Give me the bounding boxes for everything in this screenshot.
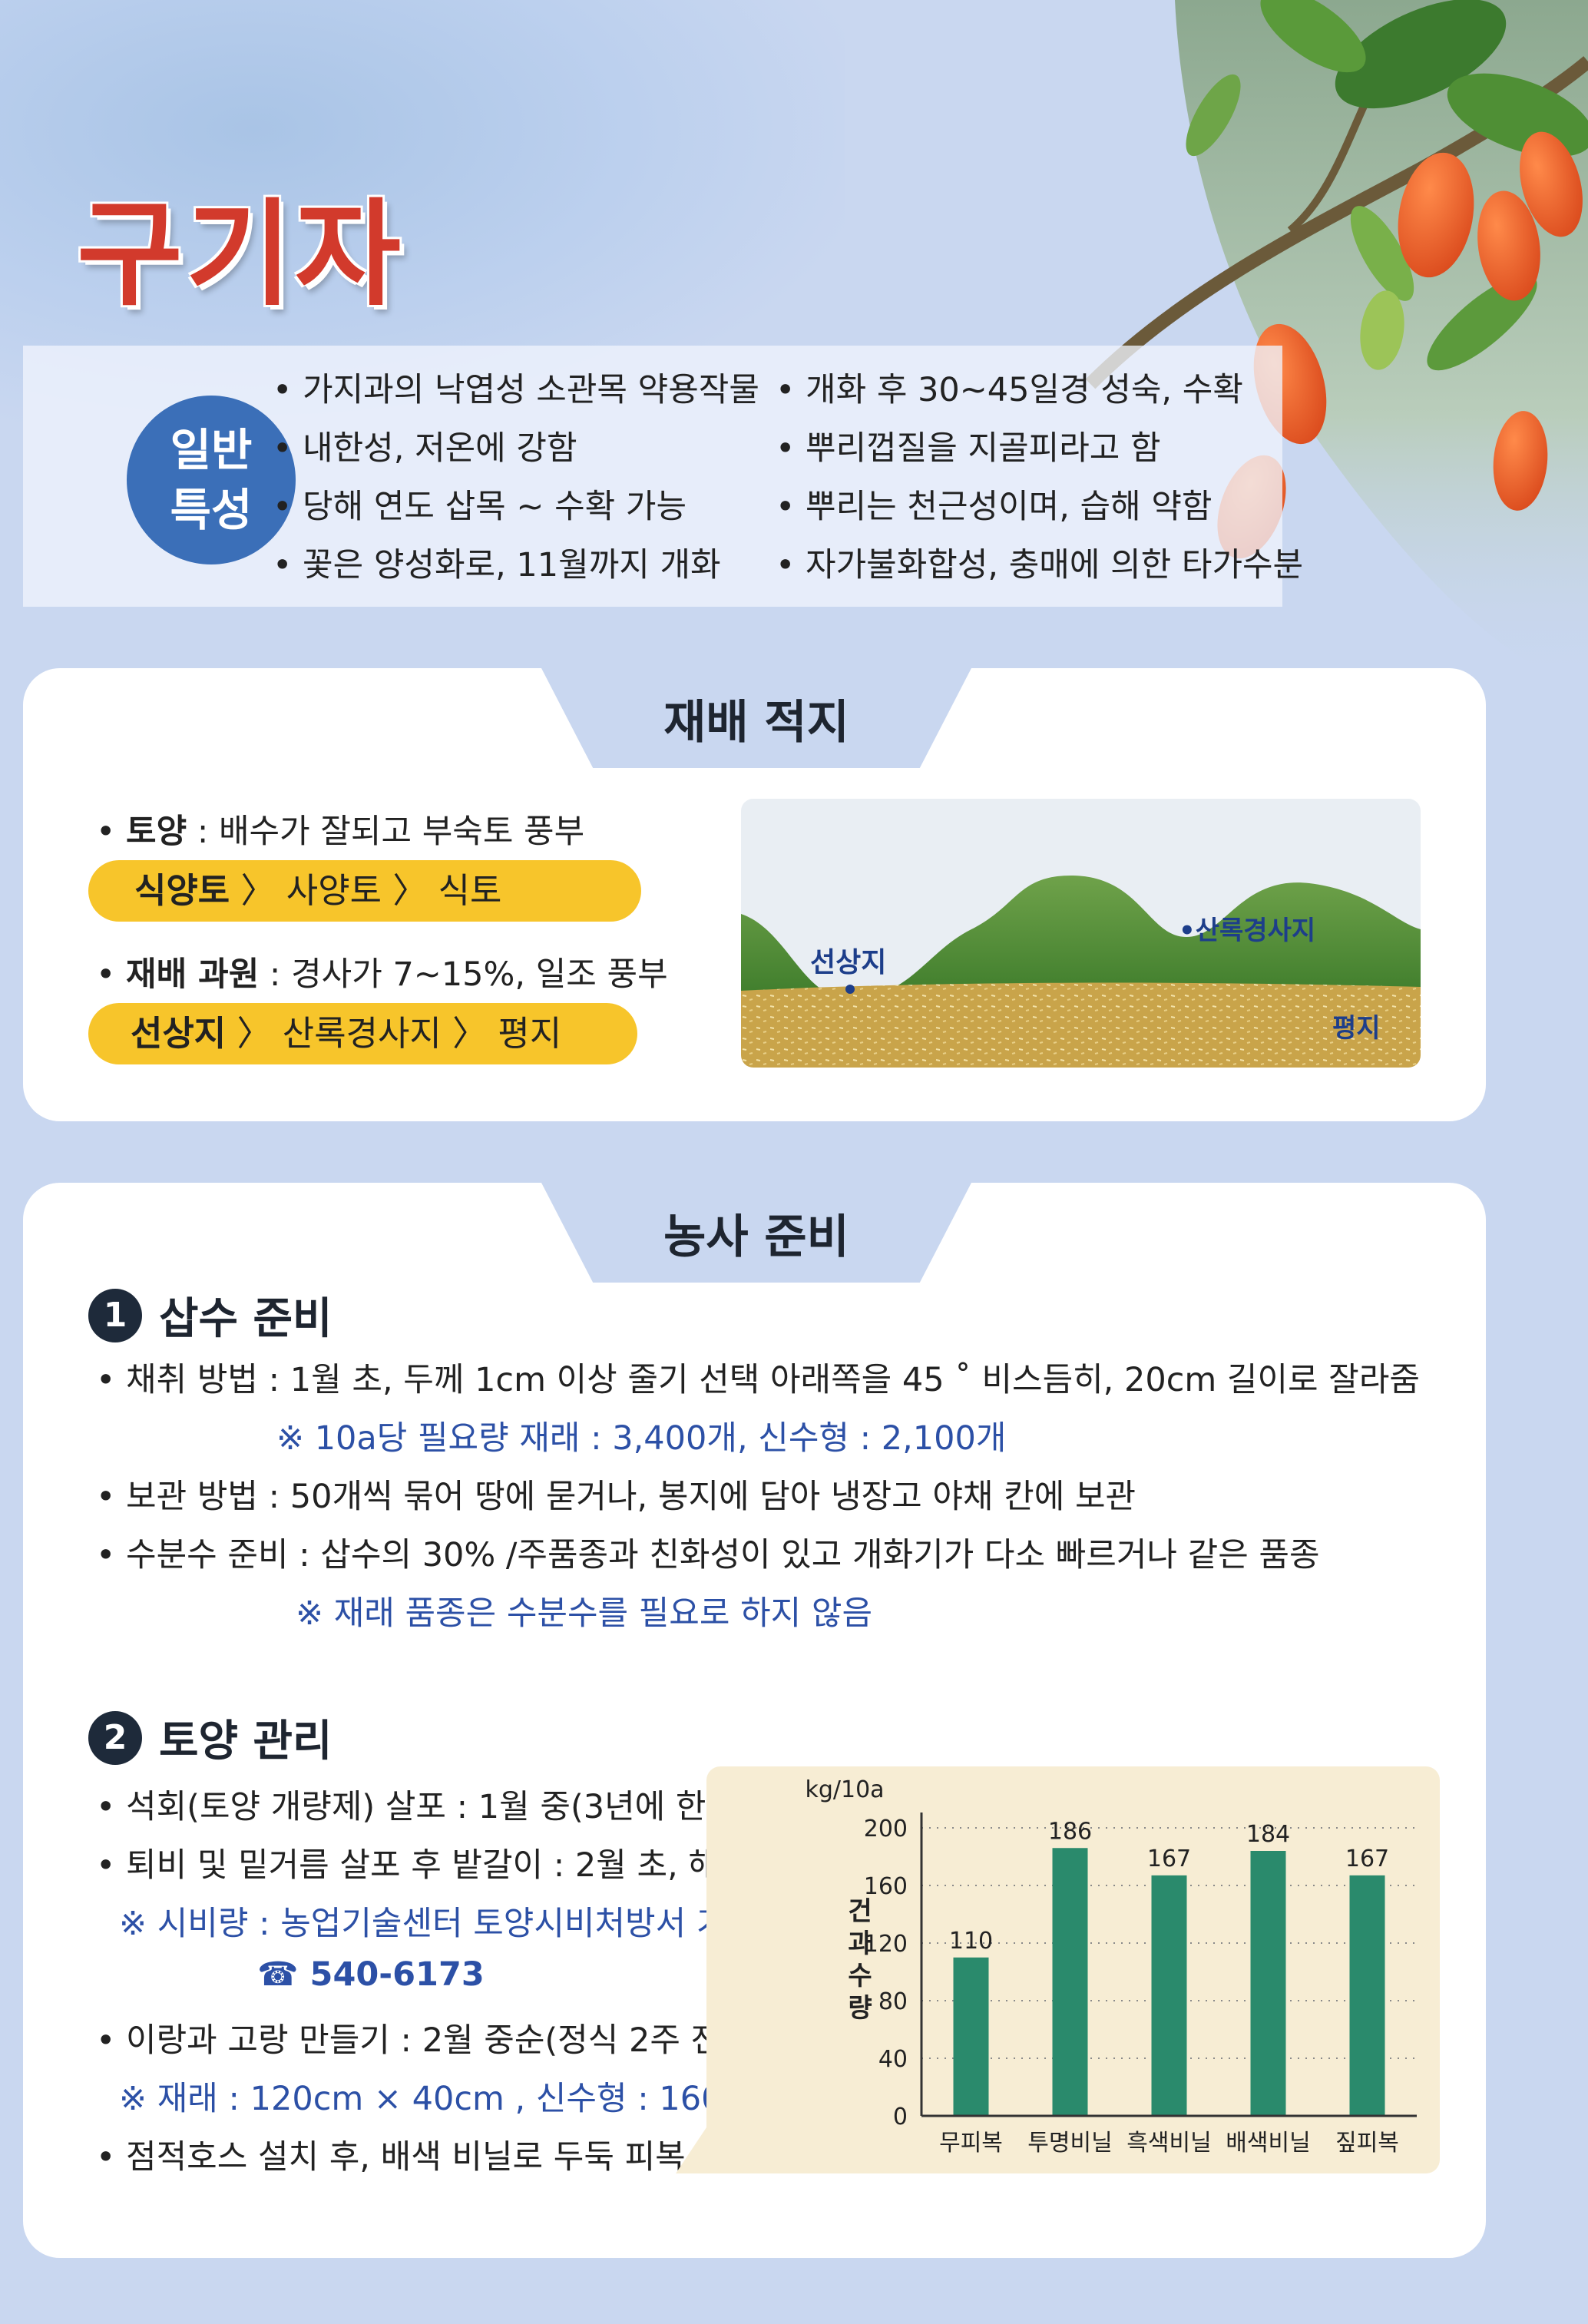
chart-bar xyxy=(953,1957,989,2116)
soil-line: • 토양 : 배수가 잘되고 부숙토 풍부 xyxy=(96,813,585,851)
lime-line: • 석회(토양 개량제) 살포 : 1월 중(3년에 한번) xyxy=(96,1788,749,1826)
orchard-line: • 재배 과원 : 경사가 7~15%, 일조 풍부 xyxy=(96,955,668,994)
general-characteristics-badge: 일반 특성 xyxy=(127,396,296,564)
cultivation-site-tab: 재배 적지 xyxy=(541,668,971,768)
collection-method-line: • 채취 방법 : 1월 초, 두께 1cm 이상 줄기 선택 아래쪽을 45 … xyxy=(96,1361,1420,1399)
y-tick-label: 200 xyxy=(864,1816,908,1842)
badge-line-2: 특성 xyxy=(170,484,253,536)
bar-value-label: 167 xyxy=(1345,1846,1389,1872)
x-category-label: 배색비닐 xyxy=(1226,2130,1310,2157)
general-item: 뿌리는 천근성이며, 습해 약함 xyxy=(776,478,1303,536)
soil-rank-rest: 〉 사양토 〉 식토 xyxy=(230,870,502,911)
general-item: 내한성, 저온에 강함 xyxy=(273,419,759,478)
y-tick-label: 160 xyxy=(864,1873,908,1900)
general-item: 뿌리껍질을 지골피라고 함 xyxy=(776,419,1303,478)
bar-value-label: 110 xyxy=(949,1928,993,1955)
pollinizer-prep-text: : 삽수의 30% /주품종과 친화성이 있고 개화기가 다소 빠르거나 같은 … xyxy=(288,1536,1320,1574)
storage-method-text: : 50개씩 묶어 땅에 묻거나, 봉지에 담아 냉장고 야채 칸에 보관 xyxy=(257,1478,1136,1516)
bar-value-label: 167 xyxy=(1147,1846,1191,1872)
general-item: 개화 후 30~45일경 성숙, 수확 xyxy=(776,361,1303,419)
bar-value-label: 184 xyxy=(1246,1821,1290,1848)
x-category-label: 짚피복 xyxy=(1335,2130,1399,2157)
soil-text: : 배수가 잘되고 부숙토 풍부 xyxy=(187,813,585,851)
flat-label: 평지 xyxy=(1332,1013,1381,1044)
ridge-text: 이랑과 고랑 만들기 : 2월 중순(정식 2주 전) xyxy=(126,2021,734,2060)
cultivation-site-heading: 재배 적지 xyxy=(663,695,849,750)
pollinizer-prep-line: • 수분수 준비 : 삽수의 30% /주품종과 친화성이 있고 개화기가 다소… xyxy=(96,1536,1320,1574)
drip-hose-text: 점적호스 설치 후, 배색 비닐로 두둑 피복 xyxy=(126,2138,686,2177)
soil-management-heading: 2 토양 관리 xyxy=(88,1707,332,1769)
chart-bar xyxy=(1349,1875,1385,2116)
section-number: 1 xyxy=(88,1288,142,1342)
y-tick-label: 40 xyxy=(878,2046,908,2073)
y-tick-label: 80 xyxy=(878,1988,908,2015)
cutting-requirement-note: ※ 10a당 필요량 재래 : 3,400개, 신수형 : 2,100개 xyxy=(276,1419,1007,1458)
orchard-rank-first: 선상지 xyxy=(131,1013,227,1054)
terrain-diagram: 선상지 •산록경사지 평지 xyxy=(741,799,1421,1068)
general-item: 당해 연도 삽목 ~ 수확 가능 xyxy=(273,478,759,536)
x-category-label: 흑색비닐 xyxy=(1126,2130,1211,2157)
y-tick-label: 120 xyxy=(864,1931,908,1958)
collection-method-label: 채취 방법 xyxy=(126,1361,258,1399)
page-title: 구기자 xyxy=(77,188,405,322)
farming-prep-heading: 농사 준비 xyxy=(663,1210,849,1264)
bar-value-label: 186 xyxy=(1048,1818,1092,1845)
general-list-right: 개화 후 30~45일경 성숙, 수확 뿌리껍질을 지골피라고 함 뿌리는 천근… xyxy=(776,361,1303,594)
x-category-label: 무피복 xyxy=(939,2130,1003,2157)
phone-number: ☎ 540-6173 xyxy=(257,1955,485,1994)
farming-prep-tab: 농사 준비 xyxy=(541,1183,971,1283)
fan-label: 선상지 xyxy=(810,947,886,978)
slope-label: •산록경사지 xyxy=(1179,915,1315,946)
collection-method-text: : 1월 초, 두께 1cm 이상 줄기 선택 아래쪽을 45 ˚ 비스듬히, … xyxy=(257,1361,1420,1399)
section-number: 2 xyxy=(88,1710,142,1765)
section-title: 삽수 준비 xyxy=(159,1294,332,1344)
orchard-rank-rest: 〉 산록경사지 〉 평지 xyxy=(226,1013,562,1054)
general-item: 꽃은 양성화로, 11월까지 개화 xyxy=(273,536,759,594)
fertilizer-note: ※ 시비량 : 농업기술센터 토양시비처방서 기준 xyxy=(119,1905,757,1943)
cutting-prep-heading: 1 삽수 준비 xyxy=(88,1284,332,1346)
general-item: 자가불화합성, 충매에 의한 타가수분 xyxy=(776,536,1303,594)
drip-hose-line: • 점적호스 설치 후, 배색 비닐로 두둑 피복 xyxy=(96,2138,686,2177)
lime-text: 석회(토양 개량제) 살포 : 1월 중(3년에 한번) xyxy=(126,1788,749,1826)
orchard-text: : 경사가 7~15%, 일조 풍부 xyxy=(259,955,668,994)
storage-method-label: 보관 방법 xyxy=(126,1478,258,1516)
x-category-label: 투명비닐 xyxy=(1027,2130,1112,2157)
badge-line-1: 일반 xyxy=(170,424,253,476)
orchard-label: 재배 과원 xyxy=(126,955,260,994)
soil-label: 토양 xyxy=(126,813,187,851)
chart-bar xyxy=(1151,1875,1187,2116)
general-item: 가지과의 낙엽성 소관목 약용작물 xyxy=(273,361,759,419)
y-unit-label: kg/10a xyxy=(805,1776,884,1803)
y-tick-label: 0 xyxy=(893,2104,908,2130)
ridge-line: • 이랑과 고랑 만들기 : 2월 중순(정식 2주 전) xyxy=(96,2021,734,2060)
storage-method-line: • 보관 방법 : 50개씩 묶어 땅에 묻거나, 봉지에 담아 냉장고 야채 … xyxy=(96,1478,1136,1516)
chart-bar xyxy=(1250,1851,1286,2116)
soil-rank-first: 식양토 xyxy=(134,870,230,911)
general-list-left: 가지과의 낙엽성 소관목 약용작물 내한성, 저온에 강함 당해 연도 삽목 ~… xyxy=(273,361,759,594)
soil-rank-pill: 식양토 〉 사양토 〉 식토 xyxy=(88,860,641,922)
orchard-rank-pill: 선상지 〉 산록경사지 〉 평지 xyxy=(88,1003,637,1064)
goji-berry-photo xyxy=(1085,0,1588,691)
pollinizer-prep-label: 수분수 준비 xyxy=(126,1536,289,1574)
pollinizer-note: ※ 재래 품종은 수분수를 필요로 하지 않음 xyxy=(296,1594,872,1633)
section-title: 토양 관리 xyxy=(159,1717,332,1766)
chart-bar xyxy=(1052,1848,1088,2116)
